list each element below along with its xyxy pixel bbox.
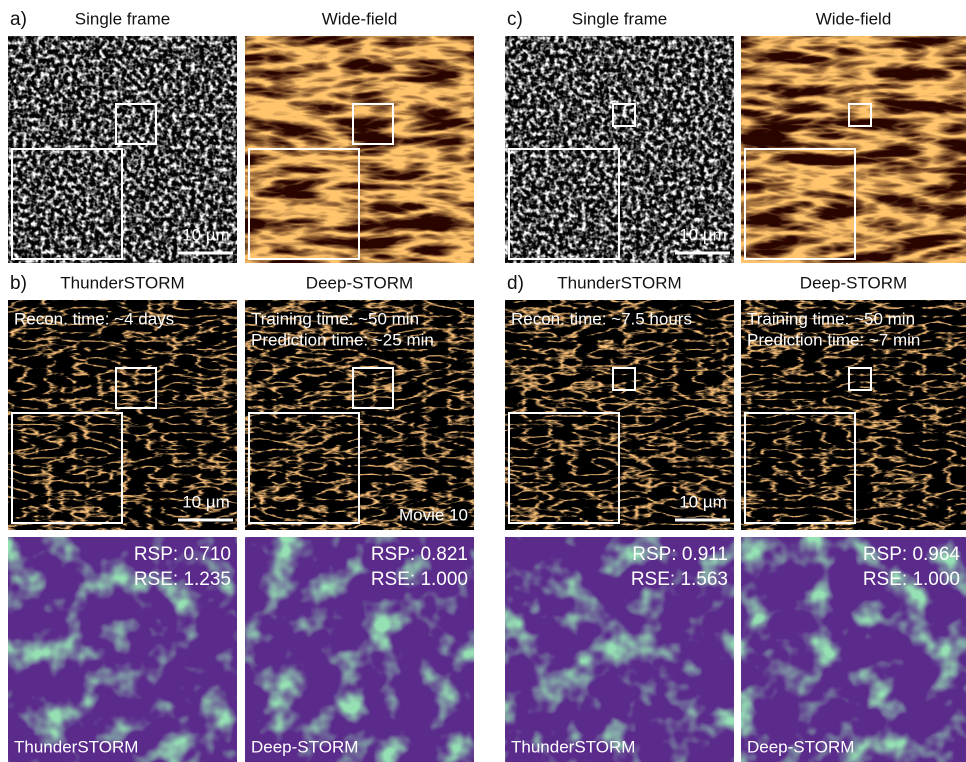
scale-bar-label: 10 µm bbox=[679, 225, 727, 244]
scale-bar-label: 10 µm bbox=[182, 492, 230, 511]
map-label: Deep-STORM bbox=[251, 737, 358, 756]
timing-note: Training time: ~50 min bbox=[251, 309, 419, 328]
timing-note: Recon. time: ~4 days bbox=[14, 309, 174, 328]
rse-value: RSE: 1.563 bbox=[631, 569, 728, 590]
zoom-inset bbox=[508, 148, 620, 260]
error-map-texture bbox=[245, 537, 474, 762]
panel-label: c) bbox=[507, 9, 523, 30]
rse-value: RSE: 1.235 bbox=[134, 569, 231, 590]
panel-label: b) bbox=[10, 273, 27, 294]
zoom-inset bbox=[744, 148, 856, 260]
frame-title: Wide-field bbox=[322, 9, 398, 28]
roi-box bbox=[612, 103, 636, 127]
scale-bar-label: 10 µm bbox=[679, 492, 727, 511]
roi-box bbox=[115, 367, 157, 409]
rsp-value: RSP: 0.821 bbox=[371, 544, 468, 565]
zoom-inset bbox=[248, 412, 360, 524]
rse-value: RSE: 1.000 bbox=[371, 569, 468, 590]
frame-title: Single frame bbox=[75, 9, 170, 28]
roi-box bbox=[848, 367, 872, 391]
timing-note: Training time: ~50 min bbox=[747, 309, 915, 328]
frame-title: Deep-STORM bbox=[800, 273, 907, 292]
panel-label: a) bbox=[10, 9, 27, 30]
rsp-value: RSP: 0.964 bbox=[863, 544, 961, 565]
timing-note: Prediction time: ~25 min bbox=[251, 330, 434, 349]
error-map-texture bbox=[8, 537, 237, 762]
zoom-inset bbox=[11, 412, 123, 524]
error-map-texture bbox=[741, 537, 966, 762]
roi-box bbox=[115, 103, 157, 145]
map-label: Deep-STORM bbox=[747, 737, 854, 756]
movie-label: Movie 10 bbox=[399, 505, 468, 524]
frame-title: Single frame bbox=[572, 9, 667, 28]
frame-title: Wide-field bbox=[816, 9, 892, 28]
roi-box bbox=[848, 103, 872, 127]
error-map-texture bbox=[505, 537, 734, 762]
timing-note: Prediction time: ~7 min bbox=[747, 330, 920, 349]
map-label: ThunderSTORM bbox=[14, 737, 138, 756]
panel-label: d) bbox=[507, 273, 524, 294]
zoom-inset bbox=[248, 148, 360, 260]
zoom-inset bbox=[11, 148, 123, 260]
roi-box bbox=[612, 367, 636, 391]
timing-note: Recon. time: ~7.5 hours bbox=[511, 309, 692, 328]
rse-value: RSE: 1.000 bbox=[863, 569, 960, 590]
map-label: ThunderSTORM bbox=[511, 737, 635, 756]
rsp-value: RSP: 0.911 bbox=[632, 544, 728, 565]
zoom-inset bbox=[508, 412, 620, 524]
frame-title: Deep-STORM bbox=[306, 273, 413, 292]
scale-bar-label: 10 µm bbox=[182, 225, 230, 244]
reconstruction-image-texture bbox=[741, 300, 966, 530]
frame-title: ThunderSTORM bbox=[60, 273, 184, 292]
roi-box bbox=[352, 367, 394, 409]
rsp-value: RSP: 0.710 bbox=[134, 544, 231, 565]
roi-box bbox=[352, 103, 394, 145]
zoom-inset bbox=[744, 412, 856, 524]
frame-title: ThunderSTORM bbox=[557, 273, 681, 292]
